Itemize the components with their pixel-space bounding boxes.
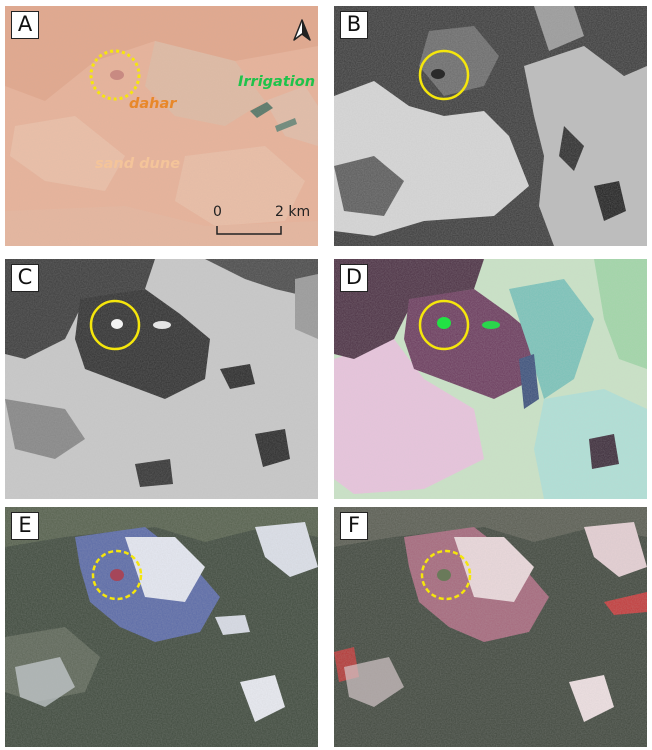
panel-e: E — [5, 507, 318, 747]
highlight-circle — [89, 49, 141, 101]
panel-label: A — [11, 11, 39, 39]
highlight-circle — [418, 299, 470, 351]
north-arrow-icon — [293, 19, 311, 41]
panel-b-image — [334, 6, 647, 246]
highlight-circle — [89, 299, 141, 351]
irrigation-label: Irrigation — [238, 74, 316, 90]
scale-bar-start: 0 — [213, 204, 222, 220]
sand-dune-label: sand dune — [95, 156, 181, 172]
panel-b: B — [334, 6, 647, 246]
panel-label: C — [11, 264, 39, 292]
highlight-circle — [91, 549, 143, 601]
panel-a: A dahar sand dune Irrigation 0 2 km — [5, 6, 318, 246]
scale-bar — [216, 226, 282, 235]
panel-label: B — [340, 11, 368, 39]
panel-d-image — [334, 259, 647, 499]
panel-label: E — [11, 512, 39, 540]
panel-d: D — [334, 259, 647, 499]
panel-f: F — [334, 507, 647, 747]
panel-e-image — [5, 507, 318, 747]
panel-a-image — [5, 6, 318, 246]
panel-c: C — [5, 259, 318, 499]
panel-c-image — [5, 259, 318, 499]
dahar-label: dahar — [129, 96, 177, 112]
scale-bar-end: 2 km — [275, 204, 311, 220]
panel-label: F — [340, 512, 368, 540]
highlight-circle — [420, 549, 472, 601]
panel-label: D — [340, 264, 368, 292]
highlight-circle — [418, 49, 470, 101]
panel-f-image — [334, 507, 647, 747]
